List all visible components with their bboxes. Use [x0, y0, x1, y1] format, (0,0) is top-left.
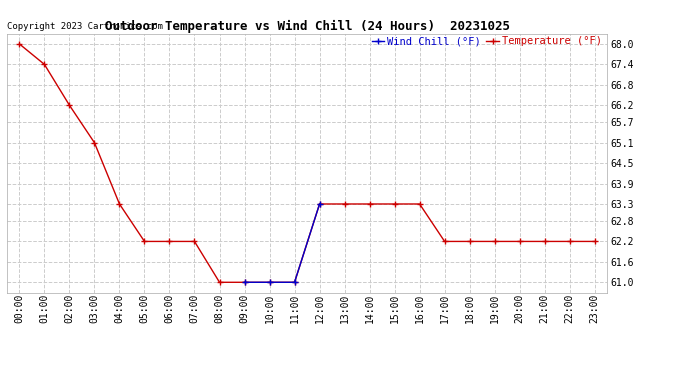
- Temperature (°F): [266, 280, 274, 285]
- Temperature (°F): [166, 239, 174, 244]
- Wind Chill (°F): [266, 280, 274, 285]
- Temperature (°F): [40, 62, 48, 67]
- Temperature (°F): [115, 202, 124, 206]
- Temperature (°F): [466, 239, 474, 244]
- Temperature (°F): [240, 280, 248, 285]
- Temperature (°F): [491, 239, 499, 244]
- Legend: Wind Chill (°F), Temperature (°F): Wind Chill (°F), Temperature (°F): [372, 36, 602, 46]
- Temperature (°F): [415, 202, 424, 206]
- Text: Copyright 2023 Cartronics.com: Copyright 2023 Cartronics.com: [7, 22, 163, 31]
- Temperature (°F): [190, 239, 199, 244]
- Temperature (°F): [340, 202, 348, 206]
- Temperature (°F): [515, 239, 524, 244]
- Temperature (°F): [391, 202, 399, 206]
- Temperature (°F): [540, 239, 549, 244]
- Line: Wind Chill (°F): Wind Chill (°F): [241, 201, 323, 286]
- Wind Chill (°F): [240, 280, 248, 285]
- Temperature (°F): [290, 280, 299, 285]
- Wind Chill (°F): [290, 280, 299, 285]
- Temperature (°F): [315, 202, 324, 206]
- Temperature (°F): [90, 141, 99, 145]
- Temperature (°F): [66, 103, 74, 108]
- Temperature (°F): [366, 202, 374, 206]
- Temperature (°F): [15, 42, 23, 46]
- Temperature (°F): [140, 239, 148, 244]
- Title: Outdoor Temperature vs Wind Chill (24 Hours)  20231025: Outdoor Temperature vs Wind Chill (24 Ho…: [105, 20, 509, 33]
- Wind Chill (°F): [315, 202, 324, 206]
- Temperature (°F): [440, 239, 449, 244]
- Temperature (°F): [566, 239, 574, 244]
- Temperature (°F): [591, 239, 599, 244]
- Line: Temperature (°F): Temperature (°F): [16, 40, 598, 286]
- Temperature (°F): [215, 280, 224, 285]
